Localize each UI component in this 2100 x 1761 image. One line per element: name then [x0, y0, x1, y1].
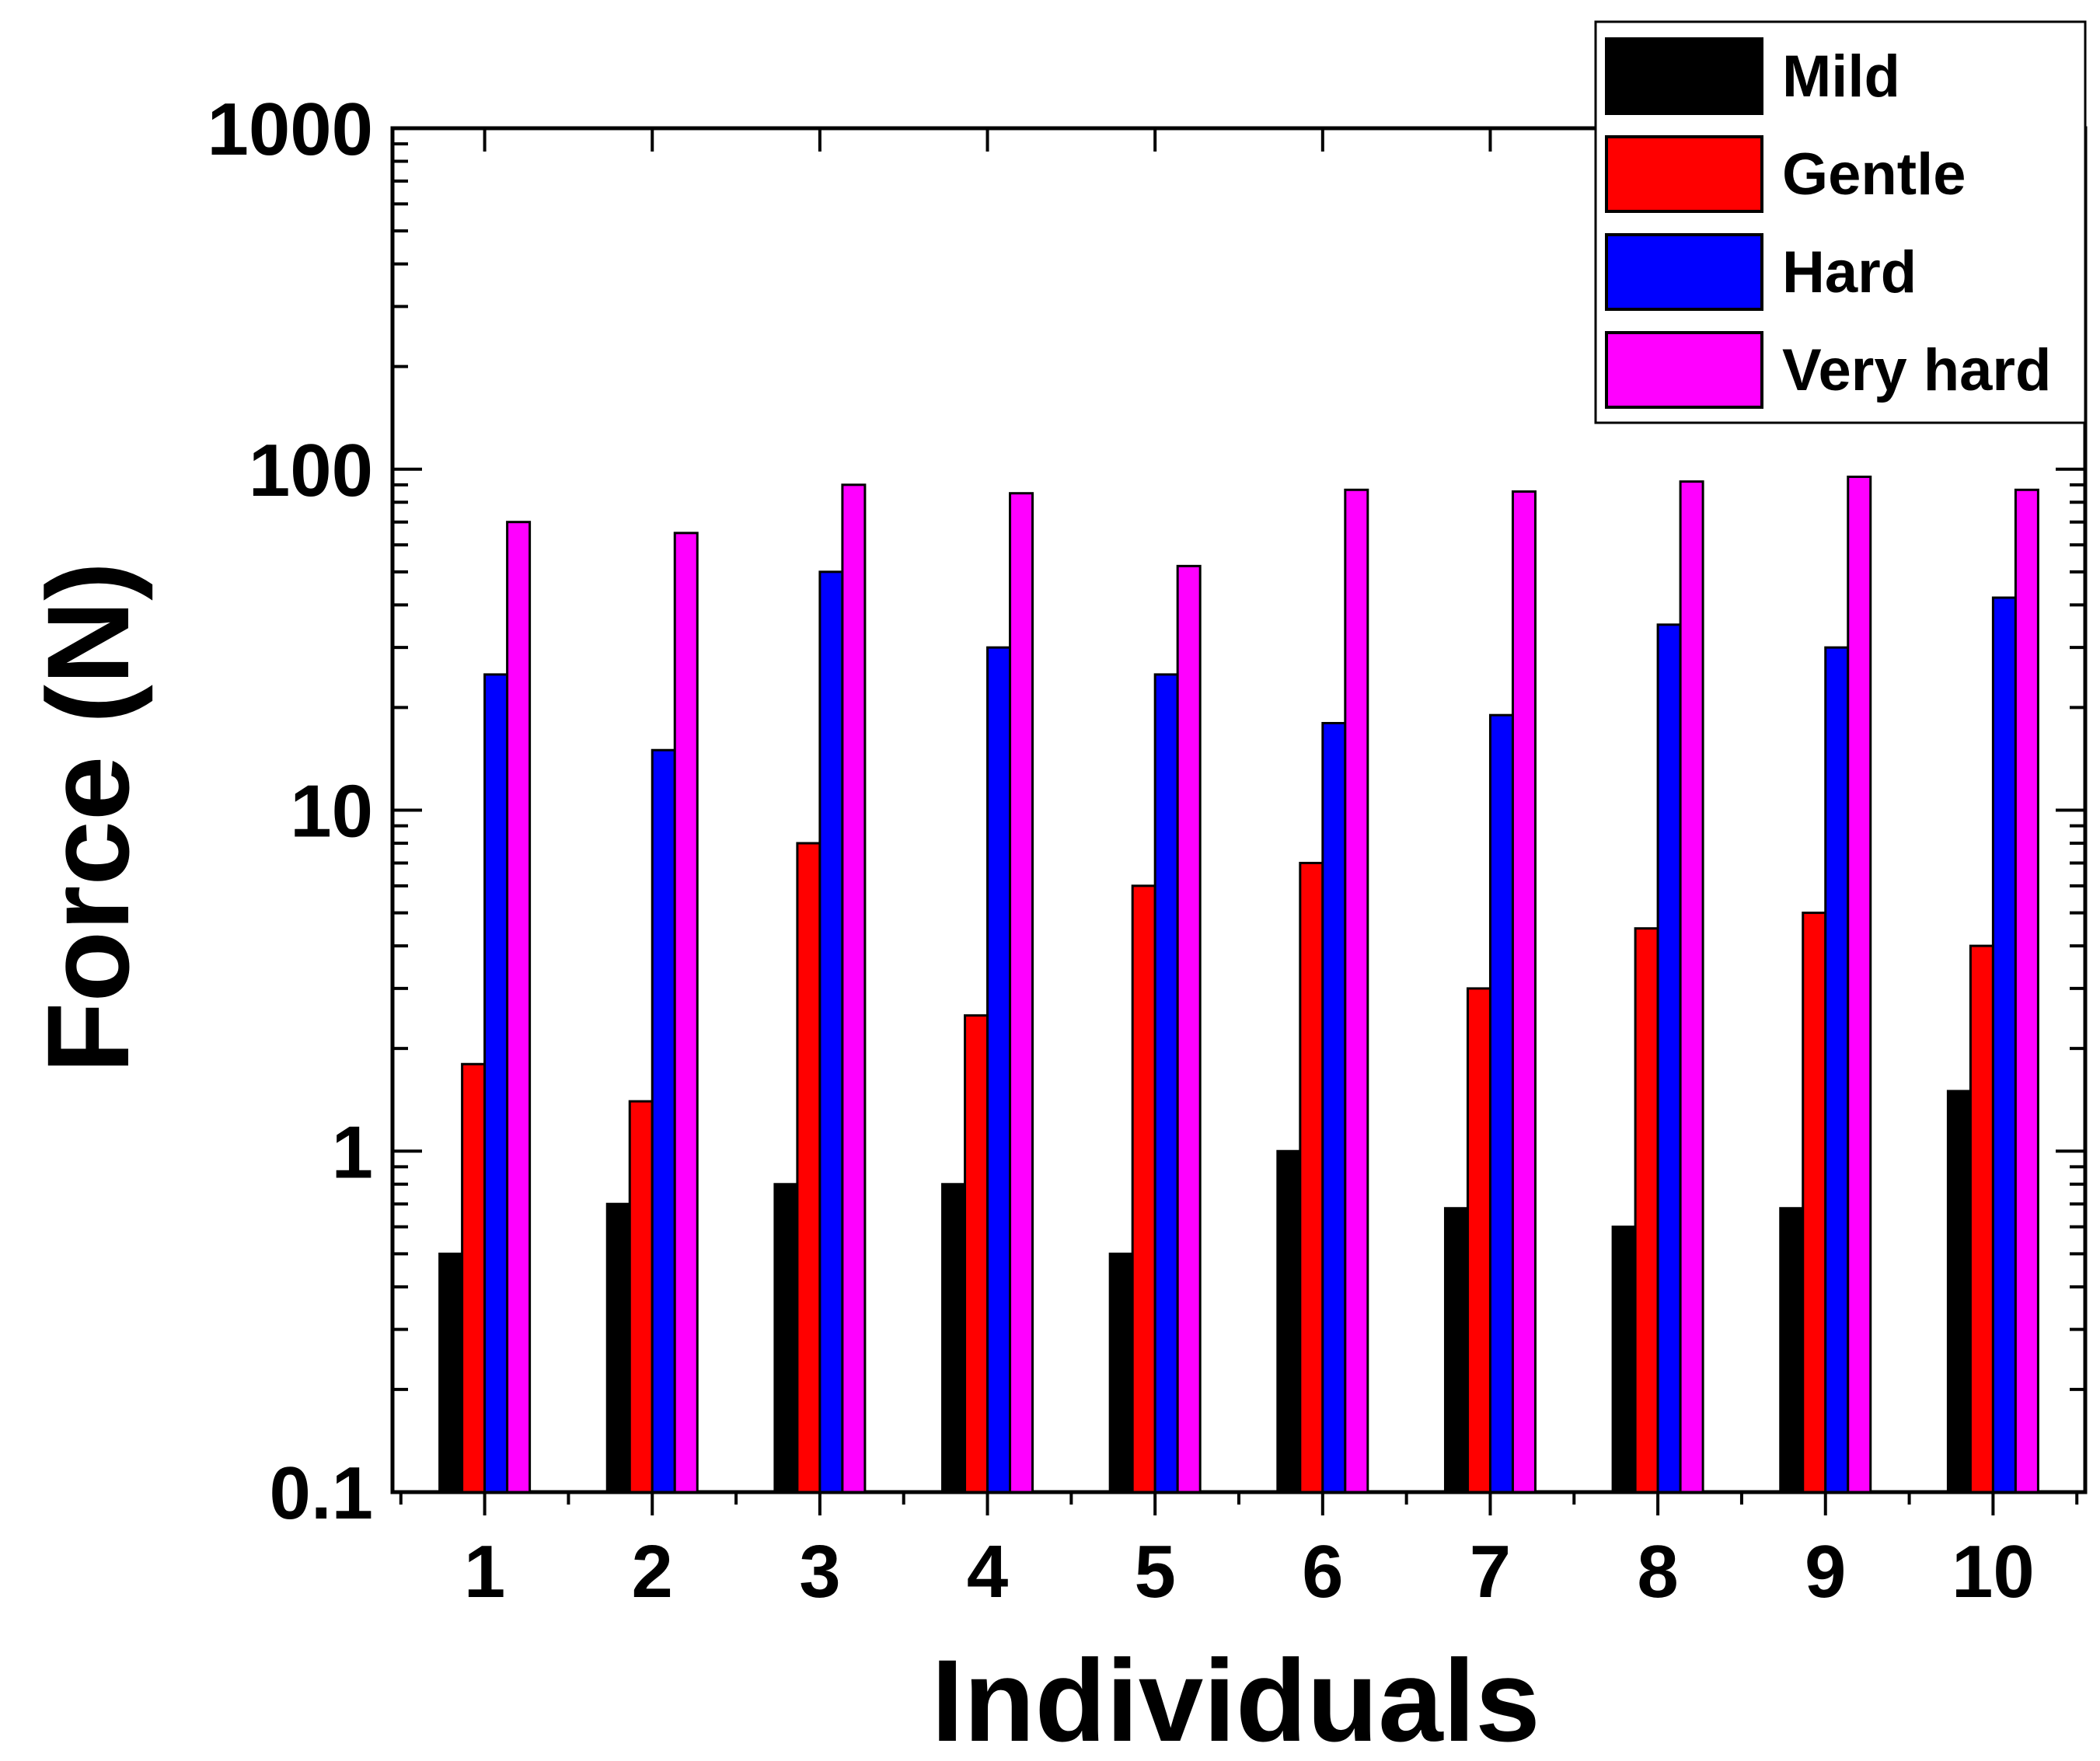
bar-mild-5 — [1108, 1252, 1134, 1494]
bar-very-hard-6 — [1344, 488, 1369, 1494]
bar-gentle-8 — [1634, 927, 1659, 1494]
bar-hard-7 — [1488, 713, 1514, 1494]
bar-mild-10 — [1946, 1090, 1972, 1494]
bar-hard-2 — [651, 748, 676, 1494]
x-axis-title: Individuals — [931, 1635, 1540, 1761]
x-tick-label: 3 — [799, 1530, 840, 1613]
bar-mild-7 — [1443, 1207, 1469, 1494]
x-tick-label: 5 — [1134, 1530, 1175, 1613]
bar-very-hard-5 — [1176, 564, 1202, 1494]
x-axis: 1 2 3 4 5 6 7 8 9 10 — [399, 128, 2079, 1613]
bar-very-hard-10 — [2014, 488, 2039, 1494]
bar-hard-5 — [1153, 673, 1179, 1494]
bar-mild-1 — [438, 1252, 464, 1494]
x-tick-label: 6 — [1302, 1530, 1343, 1613]
legend-swatch-hard — [1605, 233, 1763, 311]
bar-mild-3 — [773, 1183, 799, 1494]
bar-gentle-7 — [1466, 987, 1491, 1494]
bar-gentle-5 — [1131, 884, 1156, 1494]
y-axis: 0.1 1 10 100 1000 — [207, 88, 2085, 1535]
bar-hard-6 — [1321, 721, 1347, 1494]
y-tick-label: 100 — [249, 429, 373, 512]
bar-gentle-1 — [461, 1062, 487, 1494]
bar-very-hard-7 — [1511, 490, 1537, 1494]
legend-swatch-very-hard — [1605, 331, 1763, 409]
y-tick-label: 1000 — [207, 88, 373, 171]
bar-hard-9 — [1824, 646, 1850, 1494]
bar-gentle-9 — [1802, 912, 1827, 1494]
x-tick-label: 8 — [1637, 1530, 1678, 1613]
bar-very-hard-1 — [506, 521, 532, 1494]
x-tick-label: 4 — [967, 1530, 1008, 1613]
bar-gentle-3 — [796, 842, 822, 1494]
bar-gentle-6 — [1299, 861, 1324, 1494]
x-tick-label: 7 — [1470, 1530, 1511, 1613]
legend-label: Very hard — [1782, 337, 2051, 403]
bar-very-hard-3 — [841, 483, 867, 1494]
bar-hard-10 — [1991, 596, 2017, 1494]
y-tick-label: 0.1 — [270, 1452, 373, 1535]
bar-mild-8 — [1611, 1226, 1637, 1494]
bar-gentle-4 — [964, 1014, 989, 1494]
y-tick-label: 1 — [332, 1111, 373, 1194]
bar-gentle-10 — [1969, 944, 1994, 1494]
bar-hard-8 — [1656, 623, 1682, 1494]
bar-very-hard-9 — [1847, 476, 1872, 1494]
bars — [438, 476, 2039, 1494]
x-tick-label: 9 — [1805, 1530, 1846, 1613]
bar-mild-4 — [941, 1183, 967, 1494]
bar-very-hard-8 — [1679, 480, 1704, 1494]
y-axis-title: Force (N) — [23, 562, 153, 1073]
bar-mild-6 — [1276, 1149, 1302, 1494]
bar-hard-1 — [483, 673, 509, 1494]
legend-label: Mild — [1782, 44, 1900, 110]
bar-very-hard-4 — [1009, 492, 1034, 1494]
legend-swatch-mild — [1605, 37, 1763, 115]
bar-mild-2 — [605, 1202, 631, 1494]
x-tick-label: 10 — [1952, 1530, 2035, 1613]
x-tick-label: 2 — [632, 1530, 673, 1613]
bar-hard-4 — [986, 646, 1012, 1494]
legend-swatch-gentle — [1605, 135, 1763, 213]
bar-gentle-2 — [628, 1100, 654, 1494]
x-tick-label: 1 — [464, 1530, 505, 1613]
bar-hard-3 — [818, 570, 844, 1494]
legend-label: Hard — [1782, 239, 1917, 305]
bar-mild-9 — [1779, 1207, 1805, 1494]
y-tick-label: 10 — [290, 770, 373, 853]
legend: Mild Gentle Hard Very hard — [1594, 20, 2087, 424]
bar-very-hard-2 — [673, 532, 699, 1494]
legend-label: Gentle — [1782, 141, 1966, 207]
